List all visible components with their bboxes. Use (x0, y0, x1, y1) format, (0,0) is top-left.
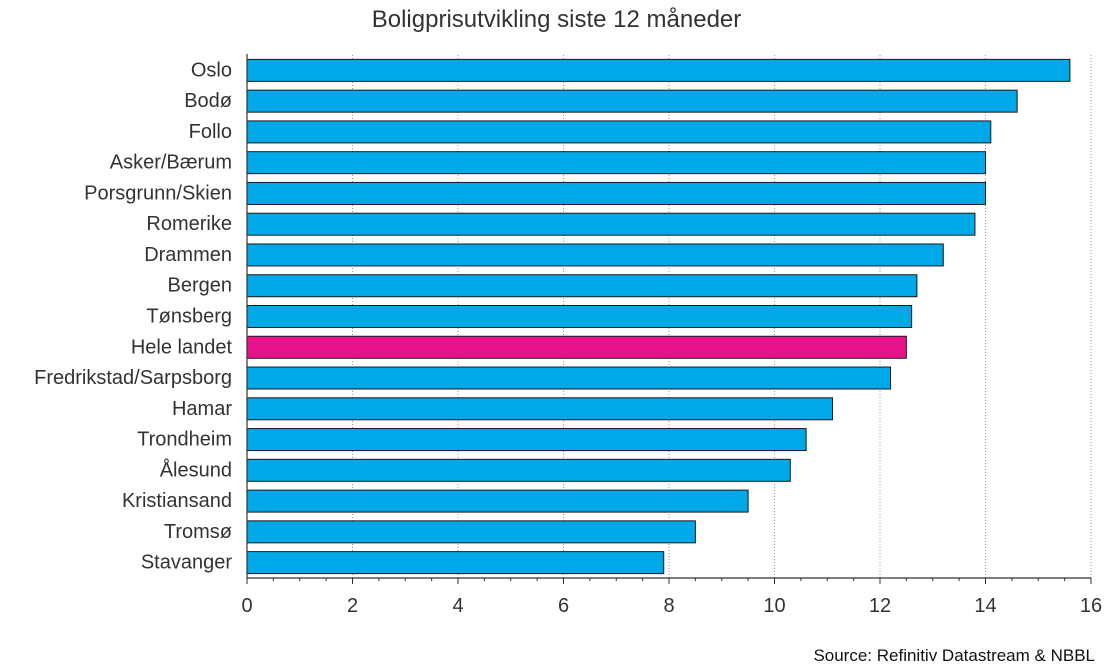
x-tick-label: 0 (241, 595, 252, 617)
axes (246, 54, 1092, 584)
category-label: Hele landet (131, 336, 233, 358)
source-note: Source: Refinitiv Datastream & NBBL (813, 646, 1095, 665)
bar (246, 551, 665, 575)
category-label: Follo (189, 121, 232, 143)
chart-title: Boligprisutvikling siste 12 måneder (371, 6, 742, 33)
bar (246, 151, 986, 175)
category-label: Bodø (184, 90, 232, 112)
bar (246, 243, 944, 267)
category-label: Porsgrunn/Skien (84, 182, 232, 204)
bar (246, 366, 892, 390)
bar-highlight (246, 335, 907, 359)
category-labels: Oslo Bodø Follo Asker/Bærum Porsgrunn/Skien R… (34, 59, 232, 573)
bar (246, 120, 992, 144)
bar (246, 489, 749, 513)
x-tick-label: 6 (558, 595, 569, 617)
bar (246, 520, 696, 544)
category-label: Asker/Bærum (110, 152, 232, 174)
category-label: Fredrikstad/Sarpsborg (34, 367, 232, 389)
category-label: Romerike (146, 213, 232, 235)
category-label: Oslo (191, 59, 232, 81)
category-label: Bergen (168, 275, 233, 297)
x-tick-label: 8 (663, 595, 674, 617)
category-label: Stavanger (141, 552, 233, 574)
category-label: Kristiansand (122, 490, 232, 512)
category-label: Drammen (144, 244, 232, 266)
category-label: Tønsberg (146, 306, 232, 328)
bar (246, 212, 976, 236)
bar (246, 305, 913, 328)
x-tick-label: 12 (869, 595, 891, 617)
bar (246, 428, 807, 452)
bar (246, 89, 1018, 113)
category-label: Hamar (172, 398, 232, 420)
category-label: Tromsø (164, 521, 232, 543)
x-tick-label: 16 (1080, 595, 1102, 617)
x-tick-label: 14 (974, 595, 996, 617)
bar (246, 58, 1071, 82)
bars (246, 58, 1071, 575)
category-label: Trondheim (137, 429, 232, 451)
bar (246, 397, 834, 421)
x-tick-label: 10 (763, 595, 785, 617)
bar (246, 458, 791, 482)
x-tick-labels: 0 2 4 6 8 10 12 14 16 (241, 595, 1102, 617)
bar (246, 181, 986, 205)
bar (246, 274, 918, 298)
category-label: Ålesund (160, 458, 232, 481)
x-tick-label: 2 (347, 595, 358, 617)
x-tick-label: 4 (452, 595, 463, 617)
